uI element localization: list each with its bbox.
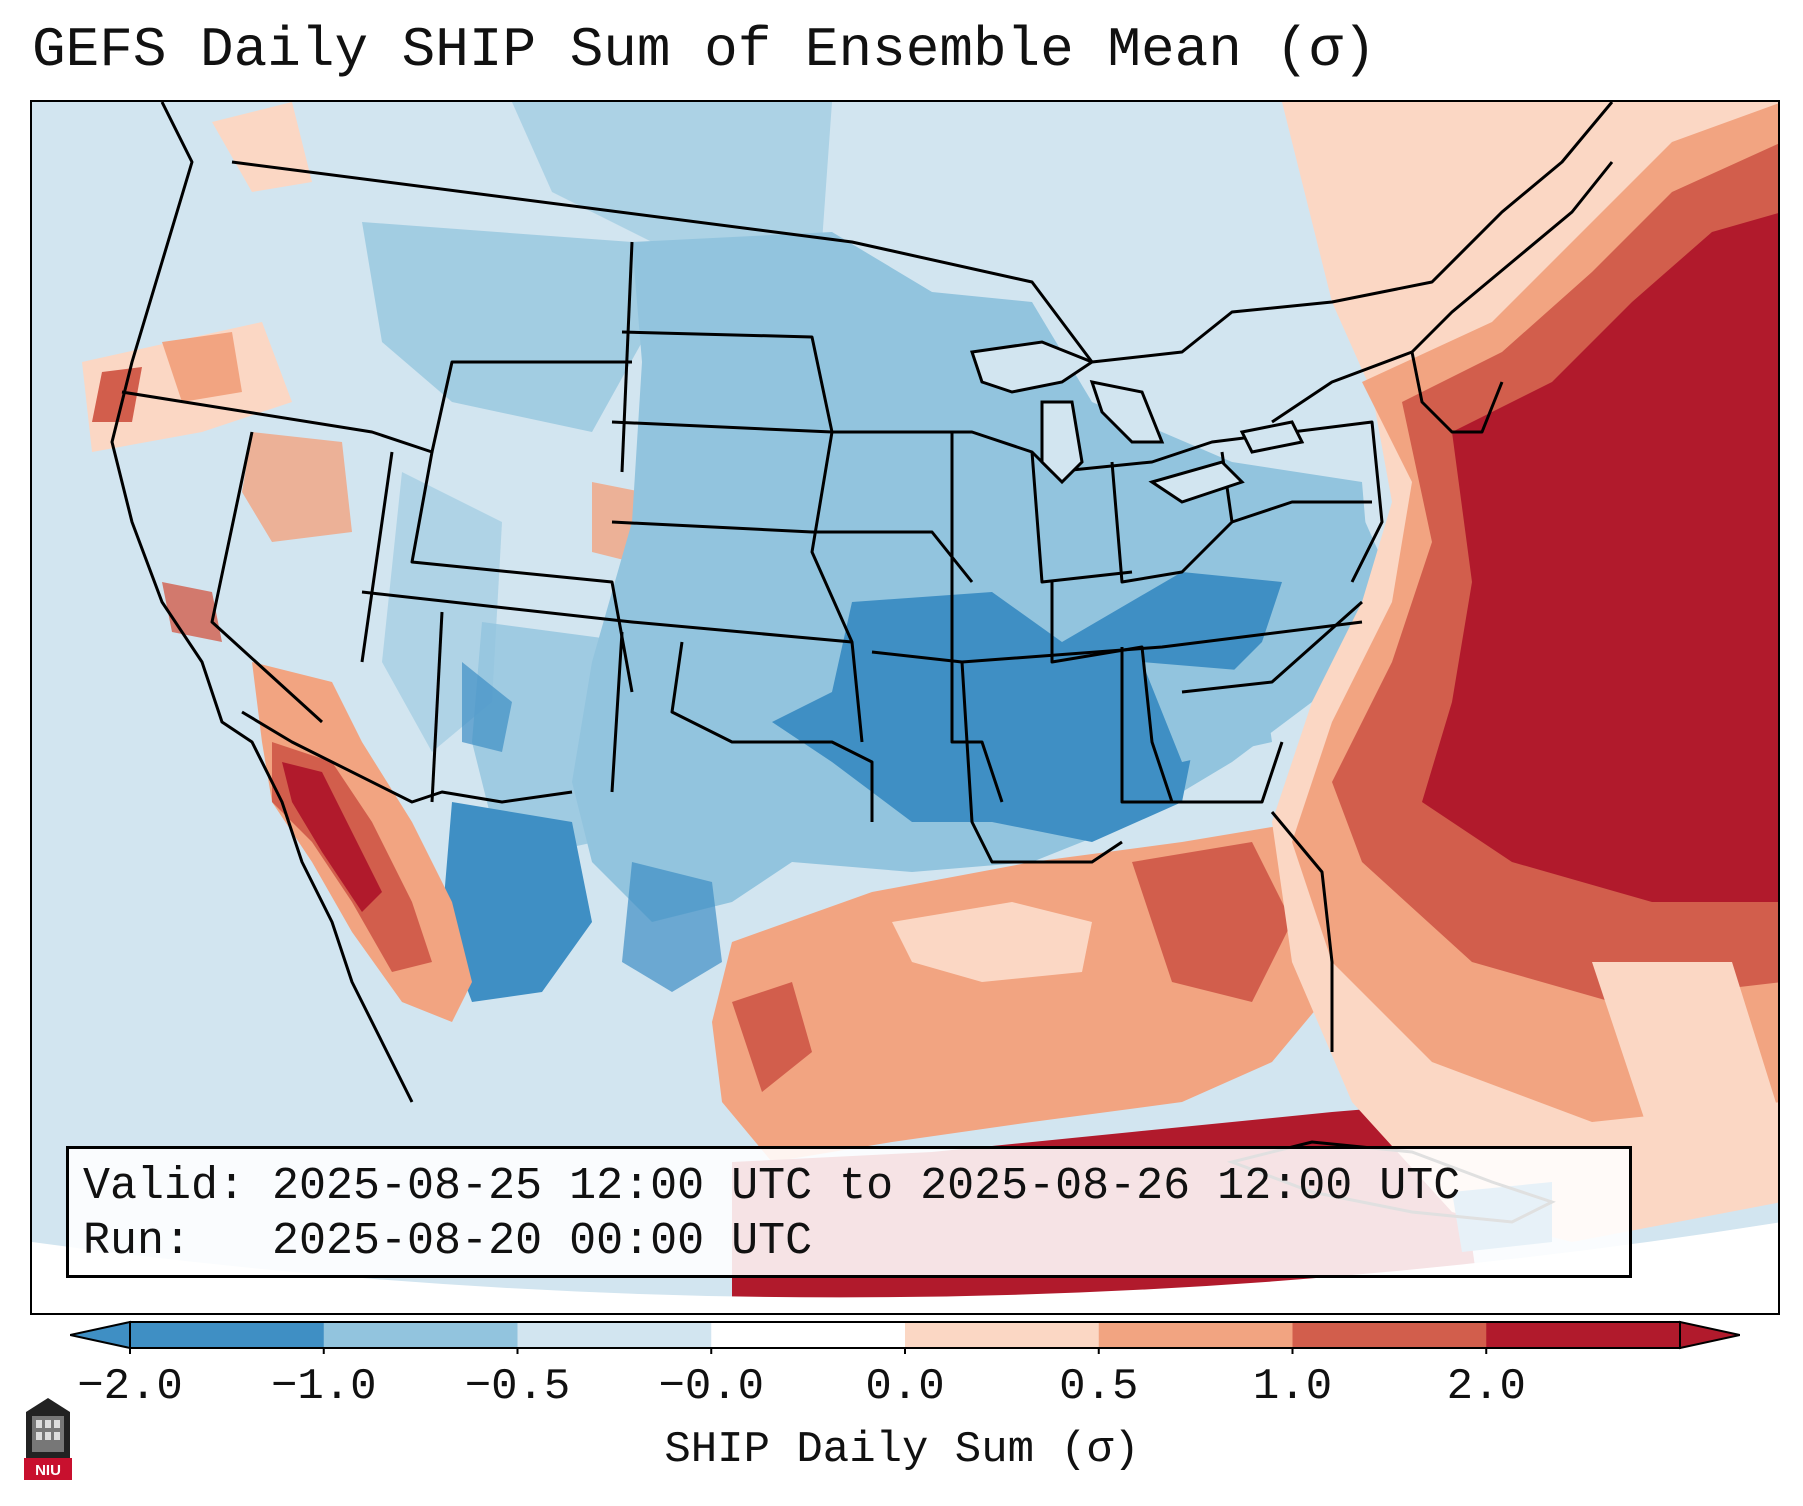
colorbar-tick-label: −1.0: [270, 1362, 377, 1412]
colorbar-tick-label: 2.0: [1446, 1362, 1526, 1412]
colorbar-label: SHIP Daily Sum (σ): [664, 1425, 1140, 1475]
colorbar-extend-high: [1679, 1320, 1740, 1350]
map-panel: [30, 100, 1780, 1315]
colorbar-segment: [905, 1322, 1100, 1348]
colorbar-tick-label: −0.5: [464, 1362, 571, 1412]
colorbar: [70, 1320, 1740, 1354]
southwest-coast-warm: [252, 662, 472, 1022]
map-title: GEFS Daily SHIP Sum of Ensemble Mean (σ): [32, 18, 1377, 82]
valid-time-text: Valid: 2025-08-25 12:00 UTC to 2025-08-2…: [83, 1161, 1461, 1212]
political-borders: [110, 102, 1614, 1103]
atlantic-coast-warm: [1272, 102, 1778, 1252]
colorbar-tick-label: 0.0: [865, 1362, 945, 1412]
validity-info-box: Valid: 2025-08-25 12:00 UTC to 2025-08-2…: [66, 1146, 1632, 1278]
colorbar-segment: [130, 1322, 325, 1348]
colorbar-segment: [1292, 1322, 1487, 1348]
colorbar-segment: [1098, 1322, 1293, 1348]
great-lakes: [970, 340, 1305, 504]
colorbar-segment: [323, 1322, 518, 1348]
colorbar-extend-low: [70, 1320, 131, 1350]
colorbar-tick-label: 0.5: [1059, 1362, 1139, 1412]
colorbar-tick-label: −2.0: [77, 1362, 183, 1412]
projection-edge: [32, 1222, 1778, 1313]
mississippi-valley-blue: [442, 572, 1282, 1002]
map-canvas: [32, 102, 1778, 1313]
colorbar-tick-label: 1.0: [1252, 1362, 1333, 1412]
logo-text: NIU: [35, 1462, 61, 1479]
colorbar-segment: [711, 1322, 906, 1348]
niu-logo-icon: NIU: [24, 1398, 72, 1480]
colorbar-segment: [517, 1322, 712, 1348]
colorbar-segment: [1486, 1322, 1681, 1348]
colorbar-tick-label: −0.0: [658, 1362, 765, 1412]
run-time-text: Run: 2025-08-20 00:00 UTC: [83, 1216, 813, 1267]
